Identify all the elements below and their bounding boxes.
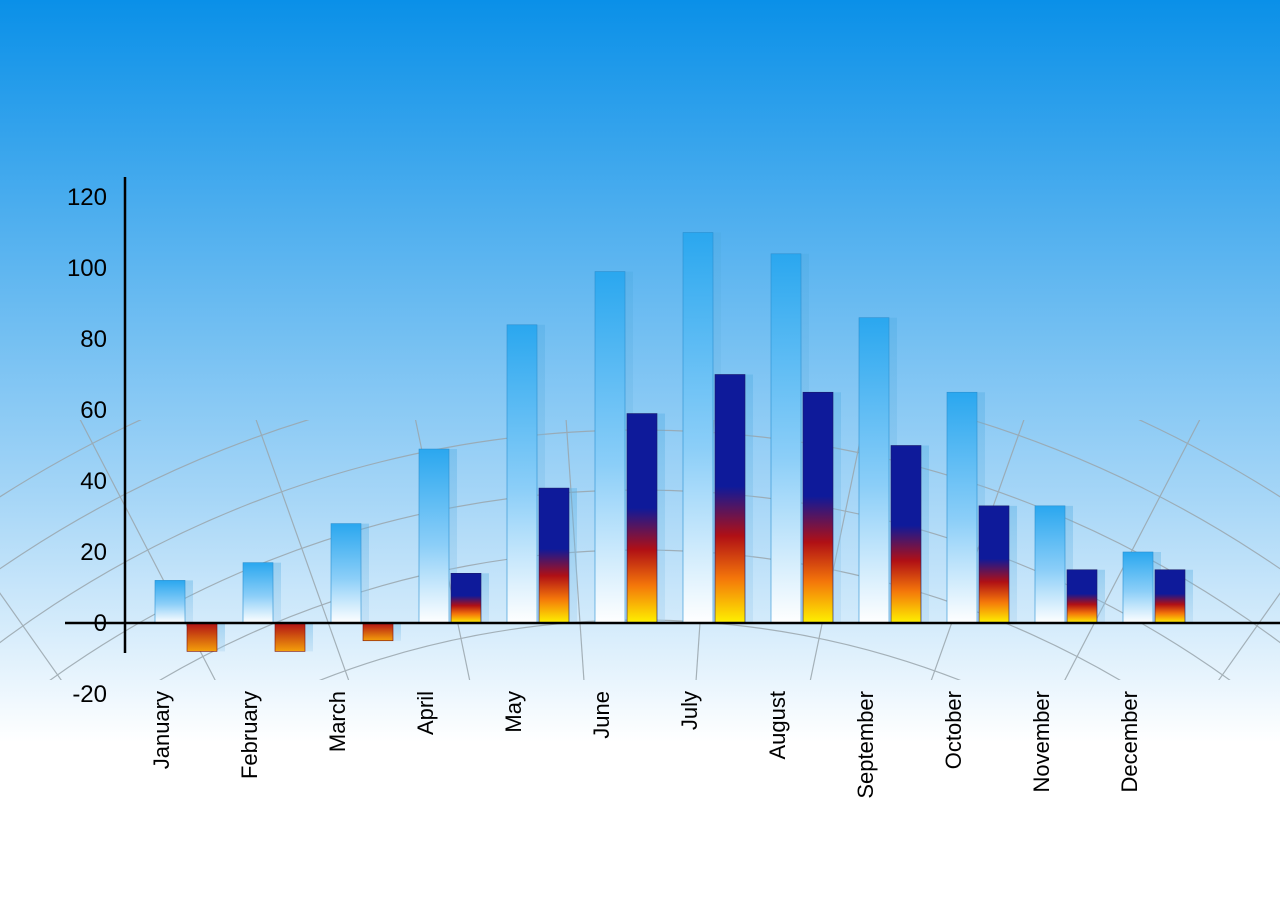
bar-blue — [507, 325, 537, 623]
bar-blue — [683, 233, 713, 624]
bar-blue — [947, 392, 977, 623]
category-label: June — [589, 691, 614, 739]
bar-fire — [1067, 570, 1097, 623]
bar-blue — [419, 449, 449, 623]
y-tick-label: 120 — [67, 184, 107, 211]
bar-blue — [331, 524, 361, 623]
y-tick-label: -20 — [72, 681, 107, 708]
bar-fire — [891, 446, 921, 624]
category-label: July — [677, 691, 702, 730]
y-tick-label: 60 — [80, 397, 107, 424]
y-tick-label: 100 — [67, 255, 107, 282]
category-label: March — [325, 691, 350, 752]
bar-blue — [1123, 552, 1153, 623]
bar-blue — [595, 272, 625, 623]
category-label: August — [765, 691, 790, 760]
bar-fire — [539, 488, 569, 623]
bar-fire — [187, 623, 217, 651]
chart-svg: -20020406080100120JanuaryFebruaryMarchAp… — [0, 0, 1280, 905]
category-label: September — [853, 691, 878, 799]
y-tick-label: 80 — [80, 326, 107, 353]
bar-fire — [275, 623, 305, 651]
category-label: November — [1029, 691, 1054, 792]
category-label: January — [149, 691, 174, 769]
chart-stage: -20020406080100120JanuaryFebruaryMarchAp… — [0, 0, 1280, 905]
bar-fire — [627, 414, 657, 623]
bar-fire — [715, 375, 745, 624]
category-label: February — [237, 691, 262, 779]
bar-blue — [859, 318, 889, 623]
bar-fire — [803, 392, 833, 623]
category-label: April — [413, 691, 438, 735]
bar-fire — [1155, 570, 1185, 623]
bar-fire — [979, 506, 1009, 623]
y-tick-label: 40 — [80, 468, 107, 495]
bar-blue — [1035, 506, 1065, 623]
category-label: December — [1117, 691, 1142, 792]
bar-blue — [243, 563, 273, 623]
bar-fire — [451, 573, 481, 623]
bar-blue — [155, 580, 185, 623]
category-label: October — [941, 691, 966, 769]
category-label: May — [501, 691, 526, 733]
bar-blue — [771, 254, 801, 623]
bar-fire — [363, 623, 393, 641]
y-tick-label: 20 — [80, 539, 107, 566]
